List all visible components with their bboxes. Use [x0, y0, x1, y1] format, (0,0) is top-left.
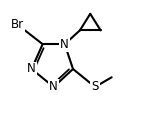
Text: N: N: [27, 63, 36, 75]
Text: S: S: [91, 80, 99, 93]
Text: Br: Br: [11, 18, 24, 31]
Text: N: N: [49, 80, 58, 93]
Text: N: N: [60, 38, 69, 51]
